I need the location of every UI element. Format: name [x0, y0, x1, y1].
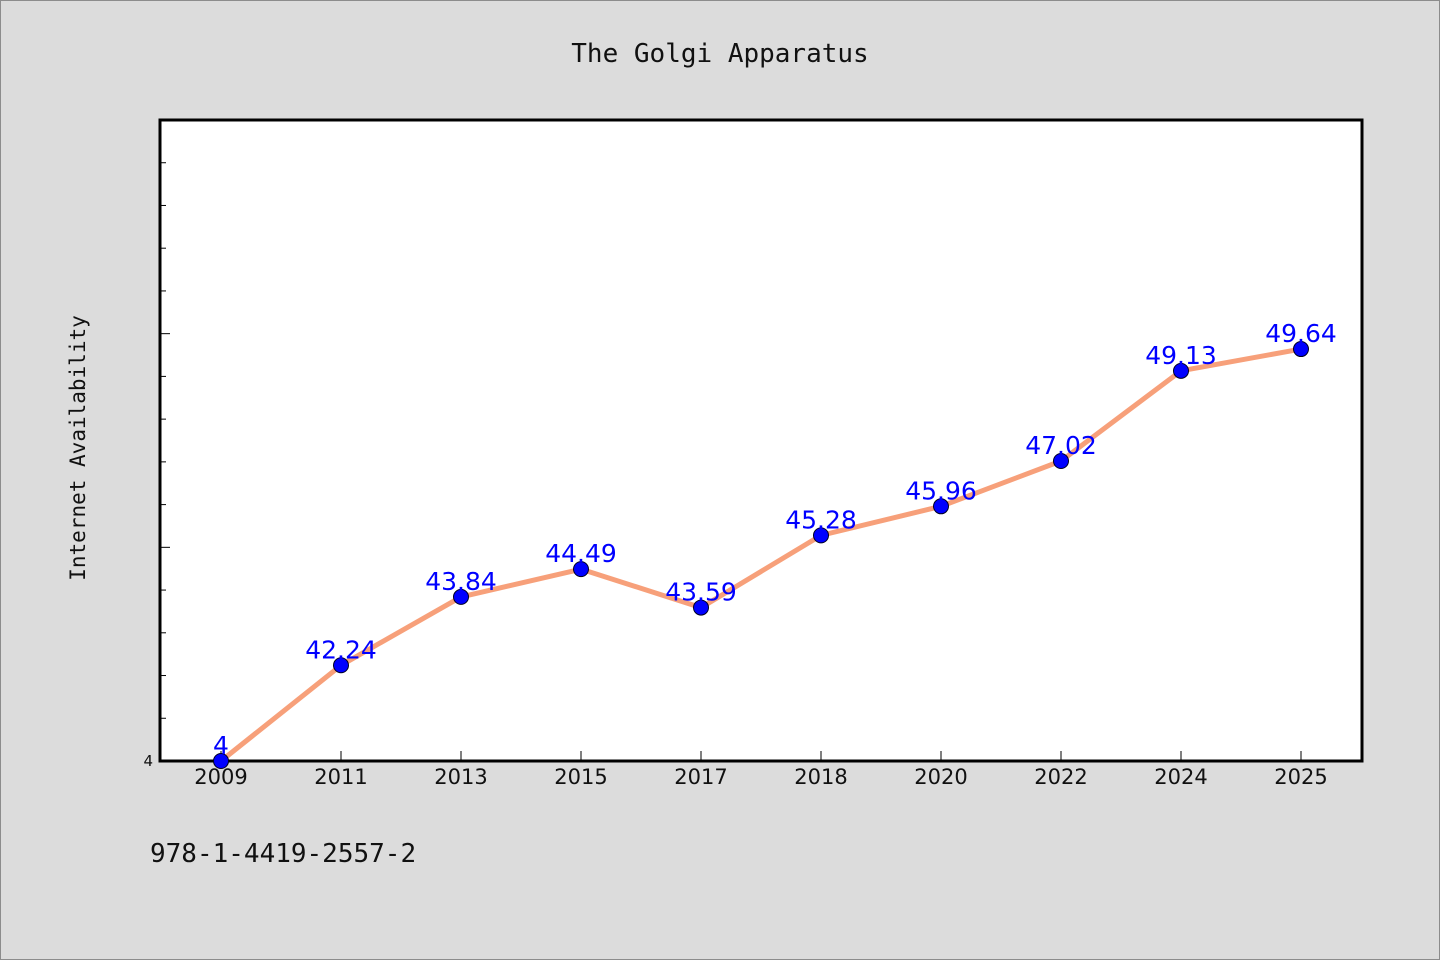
- series-line: [218, 346, 1304, 764]
- data-label: 43.84: [425, 567, 497, 596]
- y-tick-label: 4: [143, 752, 153, 770]
- data-label: 49.13: [1145, 341, 1217, 370]
- x-tick-label: 2018: [794, 765, 847, 789]
- series-layer: [218, 346, 1304, 764]
- x-tick-label: 2013: [434, 765, 487, 789]
- data-label: 45.96: [905, 476, 977, 505]
- y-axis-ticks: 4: [143, 119, 170, 770]
- data-label: 4: [213, 731, 229, 760]
- data-label: 45.28: [785, 505, 857, 534]
- data-point: [1173, 362, 1189, 379]
- data-point: [693, 599, 709, 616]
- y-axis-label: Internet Availability: [66, 315, 90, 581]
- footnote-isbn: 978-1-4419-2557-2: [150, 839, 416, 869]
- x-tick-label: 2015: [554, 765, 607, 789]
- data-point: [333, 657, 349, 674]
- chart-title: The Golgi Apparatus: [571, 39, 868, 69]
- data-point: [1053, 453, 1069, 470]
- data-point: [1293, 341, 1309, 358]
- x-tick-label: 2024: [1154, 765, 1207, 789]
- data-label: 47.02: [1025, 431, 1097, 460]
- marker-layer: [213, 341, 1309, 769]
- x-tick-label: 2025: [1274, 765, 1327, 789]
- data-label-layer: 4 42.24 43.84 44.49 43.59 45.28 45.96 47.02 49.1…: [213, 319, 1337, 760]
- data-label: 43.59: [665, 578, 737, 607]
- data-label: 49.64: [1265, 319, 1337, 348]
- x-tick-label: 2020: [914, 765, 967, 789]
- data-point: [813, 527, 829, 544]
- data-point: [213, 753, 229, 769]
- x-tick-label: 2022: [1034, 765, 1087, 789]
- data-label: 44.49: [545, 539, 617, 568]
- data-point: [453, 588, 469, 605]
- data-label: 42.24: [305, 635, 377, 664]
- x-tick-label: 2011: [314, 765, 367, 789]
- data-point: [573, 561, 589, 578]
- data-point: [933, 498, 949, 515]
- x-tick-label: 2017: [674, 765, 727, 789]
